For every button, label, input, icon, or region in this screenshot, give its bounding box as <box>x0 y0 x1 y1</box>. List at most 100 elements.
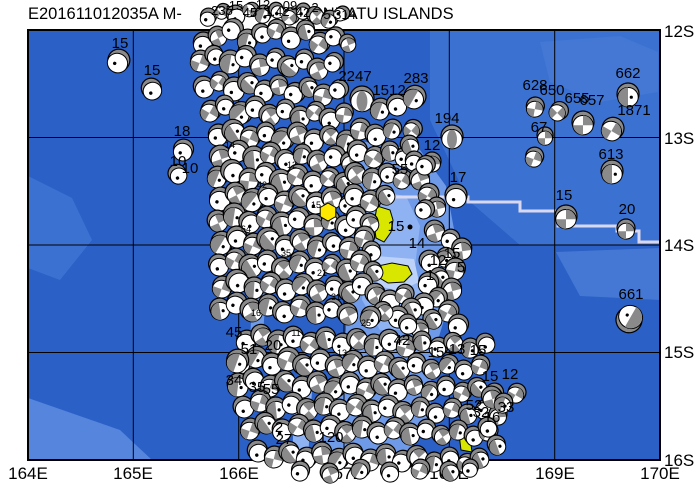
beachball-quadrant <box>240 428 250 440</box>
beachball-quadrant <box>483 399 495 408</box>
focal-mechanism-beachball <box>461 458 479 478</box>
beachball-quadrant <box>396 345 406 357</box>
beachball-dot <box>252 264 257 268</box>
beachball-quadrant <box>267 27 276 39</box>
focal-mechanism-beachball <box>402 84 427 110</box>
depth-label: 15 <box>444 245 461 262</box>
beachball-half <box>307 240 320 258</box>
beachball-dot <box>112 61 117 66</box>
focal-mechanism-beachball <box>292 143 313 165</box>
focal-mechanism-beachball <box>334 102 354 124</box>
beachball-dot <box>239 115 244 119</box>
beachball-quadrant <box>218 149 231 160</box>
lon-axis-label: 166E <box>219 464 259 483</box>
beachball-quadrant <box>435 201 445 210</box>
beachball-dot <box>198 44 203 48</box>
focal-mechanism-beachball <box>306 149 329 173</box>
beachball-dot <box>373 411 377 415</box>
focal-mechanism-beachball <box>392 168 413 190</box>
beachball-quadrant <box>395 291 404 303</box>
beachball-dot <box>370 318 374 323</box>
beachball-quadrant <box>290 135 302 144</box>
beachball-half <box>624 307 643 329</box>
beachball-half <box>442 466 455 481</box>
beachball-dot <box>466 469 470 473</box>
beachball-quadrant <box>479 359 488 371</box>
beachball-dot <box>175 176 180 180</box>
beachball-quadrant <box>526 107 535 117</box>
beachball-face <box>399 317 418 335</box>
beachball-dot <box>221 245 225 249</box>
beachball-dot <box>423 283 427 288</box>
focal-mechanism-beachball <box>259 141 282 165</box>
beachball-dot <box>469 413 473 418</box>
focal-mechanism-beachball <box>470 354 491 376</box>
beachball-dot <box>282 292 287 296</box>
focal-mechanism-beachball <box>366 421 389 445</box>
depth-label: 15 <box>144 62 161 79</box>
focal-mechanism-beachball <box>457 403 478 425</box>
focal-mechanism-beachball <box>272 300 295 324</box>
beachball-half <box>241 192 258 210</box>
beachball-quadrant <box>305 227 315 236</box>
focal-mechanism-beachball <box>199 7 218 27</box>
beachball-quadrant <box>349 174 362 184</box>
beachball-quadrant <box>453 251 464 260</box>
beachball-face <box>275 238 295 258</box>
beachball-dot <box>239 55 244 60</box>
depth-label: 32 <box>473 404 490 421</box>
point-marker <box>407 224 413 230</box>
beachball-quadrant <box>250 400 260 412</box>
beachball-dot <box>301 286 305 290</box>
beachball-dot <box>287 403 291 407</box>
beachball-quadrant <box>403 289 412 301</box>
beachball-half <box>278 376 294 392</box>
beachball-dot <box>337 412 341 416</box>
beachball-quadrant <box>363 230 373 242</box>
beachball-dot <box>286 39 291 44</box>
beachball-quadrant <box>372 287 385 297</box>
depth-label: 20 <box>619 201 636 218</box>
beachball-dot <box>282 314 286 319</box>
beachball-dot <box>299 263 303 267</box>
beachball-dot <box>334 390 338 394</box>
focal-mechanism-beachball <box>259 271 282 295</box>
beachball-dot <box>445 239 449 244</box>
beachball-quadrant <box>310 163 323 172</box>
beachball-dot <box>231 63 235 67</box>
beachball-dot <box>250 81 254 85</box>
beachball-half <box>292 191 307 207</box>
beachball-dot <box>423 341 427 345</box>
title-overlap-number: 314 <box>334 7 356 22</box>
beachball-quadrant <box>411 124 420 136</box>
beachball-dot <box>483 345 487 349</box>
beachball-face <box>381 465 400 483</box>
focal-mechanism-beachball <box>321 232 343 253</box>
beachball-dot <box>280 109 285 114</box>
focal-mechanism-beachball <box>257 183 279 207</box>
beachball-dot <box>226 28 231 32</box>
beachball-dot <box>269 306 273 310</box>
beachball-dot <box>250 108 255 112</box>
beachball-dot <box>149 91 153 95</box>
lat-axis-label: 13S <box>664 129 694 148</box>
beachball-dot <box>625 313 629 317</box>
beachball-quadrant <box>313 218 323 228</box>
beachball-dot <box>375 269 379 273</box>
focal-mechanism-beachball <box>339 371 361 395</box>
beachball-dot <box>317 313 321 317</box>
beachball-dot <box>235 216 239 220</box>
beachball-dot <box>222 107 226 111</box>
beachball-half <box>293 148 304 164</box>
beachball-half <box>224 124 240 143</box>
beachball-quadrant <box>374 360 384 372</box>
focal-mechanism-beachball <box>379 461 400 483</box>
beachball-half <box>602 164 612 184</box>
beachball-dot <box>213 57 217 61</box>
focal-mechanism-beachball <box>375 184 396 206</box>
focal-mechanism-beachball <box>289 294 312 318</box>
beachball-dot <box>204 18 208 22</box>
beachball-quadrant <box>289 13 297 24</box>
beachball-quadrant <box>436 437 447 445</box>
focal-mechanism-beachball <box>313 392 335 416</box>
